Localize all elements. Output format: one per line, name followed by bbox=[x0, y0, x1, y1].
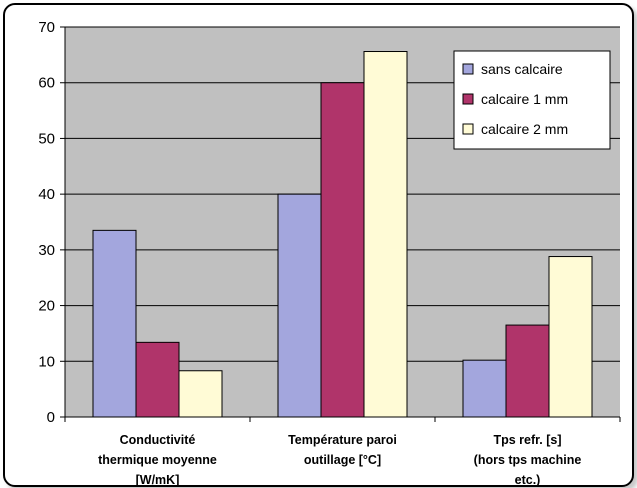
bar-2-1 bbox=[135, 341, 180, 418]
y-tick-label-50: 50 bbox=[38, 130, 55, 147]
category-label-line: [W/mK] bbox=[136, 473, 180, 485]
category-label-line: outillage [°C] bbox=[304, 453, 381, 467]
y-tick-label-20: 20 bbox=[38, 298, 55, 315]
category-label-line: Tps refr. [s] bbox=[493, 433, 561, 447]
legend-swatch-1 bbox=[462, 63, 474, 75]
legend-box bbox=[453, 50, 611, 150]
y-tick-label-60: 60 bbox=[38, 75, 55, 92]
legend-label-2: calcaire 1 mm bbox=[481, 91, 568, 107]
category-label-3: Tps refr. [s] (hors tps machine etc.) bbox=[474, 433, 582, 485]
category-label-line: etc.) bbox=[515, 473, 541, 485]
category-label-line: Température paroi bbox=[288, 433, 397, 447]
y-tick-label-30: 30 bbox=[38, 242, 55, 259]
category-label-1: Conductivité thermique moyenne [W/mK] bbox=[98, 433, 217, 485]
bar-2-3 bbox=[505, 324, 550, 418]
bar-2-2 bbox=[320, 82, 365, 418]
chart-frame: 0 10 20 30 40 50 60 70 Conductivité thermique mo… bbox=[3, 3, 634, 487]
legend-swatch-2 bbox=[462, 93, 474, 105]
bar-1-1 bbox=[92, 229, 137, 418]
y-tick-label-0: 0 bbox=[47, 409, 55, 426]
category-label-line: (hors tps machine bbox=[474, 453, 582, 467]
legend-label-1: sans calcaire bbox=[481, 61, 563, 77]
bar-1-3 bbox=[462, 359, 507, 418]
legend-swatch-3 bbox=[462, 123, 474, 135]
bar-1-2 bbox=[277, 193, 322, 418]
legend-label-3: calcaire 2 mm bbox=[481, 121, 568, 137]
category-label-2: Température paroi outillage [°C] bbox=[288, 433, 397, 467]
y-tick-label-40: 40 bbox=[38, 186, 55, 203]
y-tick-label-70: 70 bbox=[38, 19, 55, 36]
category-label-line: thermique moyenne bbox=[98, 453, 217, 467]
bar-3-2 bbox=[363, 51, 408, 418]
bar-chart: 0 10 20 30 40 50 60 70 Conductivité thermique mo… bbox=[38, 19, 621, 485]
category-label-line: Conductivité bbox=[120, 433, 196, 447]
y-tick-label-10: 10 bbox=[38, 353, 55, 370]
bar-3-3 bbox=[548, 256, 593, 418]
bar-3-1 bbox=[178, 370, 223, 418]
